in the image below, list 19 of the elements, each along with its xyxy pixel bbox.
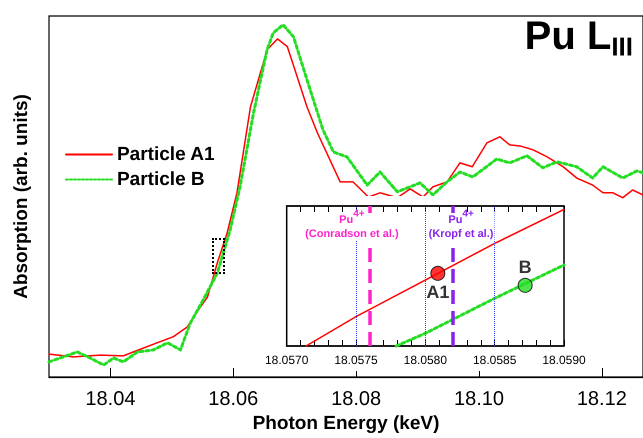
ref-line-label: Pu4+ (Kropf et al.) bbox=[428, 208, 494, 240]
chart-title: Pu L$_{III}$ bbox=[524, 14, 633, 62]
x-tick-label: 18.06 bbox=[208, 388, 258, 410]
x-tick-label: 18.0590 bbox=[542, 353, 586, 367]
series-label: B bbox=[518, 256, 532, 277]
x-tick-label: 18.12 bbox=[576, 388, 627, 410]
x-axis-title: Photon Energy (keV) bbox=[252, 412, 440, 434]
x-tick-label: 18.0580 bbox=[404, 353, 448, 367]
legend-label: Particle A1 bbox=[117, 144, 215, 165]
series-label: A1 bbox=[426, 282, 450, 302]
x-tick-label: 18.0585 bbox=[472, 353, 517, 367]
x-tick-label: 18.08 bbox=[331, 388, 382, 410]
x-tick-label: 18.04 bbox=[85, 388, 136, 410]
ref-line-label: Pu4+ (Conradson et al.) bbox=[305, 208, 399, 240]
x-tick-label: 18.0575 bbox=[334, 353, 378, 367]
legend-label: Particle B bbox=[117, 169, 205, 190]
x-tick-label: 18.0570 bbox=[264, 353, 309, 367]
y-axis-title: Absorption (arb. units) bbox=[11, 94, 32, 299]
x-tick-label: 18.10 bbox=[454, 388, 504, 410]
